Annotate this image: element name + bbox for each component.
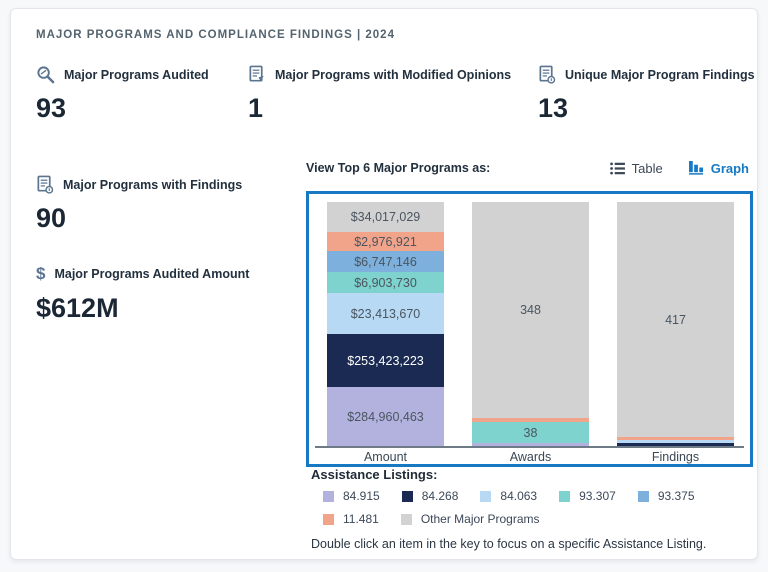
stat-value: $612M xyxy=(36,293,119,323)
legend-swatch xyxy=(480,490,492,502)
segment-value-label: $34,017,029 xyxy=(350,210,421,224)
segment-value-label: 38 xyxy=(523,425,538,440)
legend-swatch xyxy=(323,490,334,502)
page-title: Major Programs and Compliance Findings |… xyxy=(36,29,395,41)
segment-awards-84.915[interactable] xyxy=(472,443,589,446)
segment-findings-11.481[interactable] xyxy=(617,437,734,440)
stat-label: Major Programs Audited xyxy=(64,67,209,82)
legend-swatch xyxy=(400,513,412,525)
search-icon xyxy=(37,66,55,84)
segment-amount-84.268[interactable]: $253,423,223 xyxy=(327,334,444,387)
segment-awards-11.481[interactable] xyxy=(472,418,589,422)
view-toggle: Table Graph xyxy=(609,160,753,176)
segment-awards-other-major-programs[interactable]: 348 xyxy=(472,202,589,418)
bar-awards: 348 38 xyxy=(472,202,589,446)
stat-value: 1 xyxy=(248,93,264,123)
top-programs-panel: View Top 6 Major Programs as: Table xyxy=(306,157,753,467)
segment-value-label: $284,960,463 xyxy=(347,409,424,424)
legend-item-93.375[interactable]: 93.375 xyxy=(637,489,695,503)
stat-label: Major Programs with Findings xyxy=(63,177,243,192)
stat-major-programs-audited: Major Programs Audited 93 xyxy=(36,65,209,124)
list-icon xyxy=(609,161,625,175)
bar-chart-icon xyxy=(688,161,703,175)
legend-item-84.063[interactable]: 84.063 xyxy=(480,489,537,503)
stat-audited-amount: $ Major Programs Audited Amount $612M xyxy=(36,264,249,324)
legend-item-84.915[interactable]: 84.915 xyxy=(323,489,380,503)
legend-swatch xyxy=(637,490,649,502)
segment-value-label: $23,413,670 xyxy=(350,306,421,321)
legend-label: 84.268 xyxy=(421,489,459,503)
legend-label: 11.481 xyxy=(343,512,379,526)
segment-value-label: $253,423,223 xyxy=(347,353,424,368)
stat-label: Major Programs with Modified Opinions xyxy=(275,67,512,82)
segment-value-label: $6,903,730 xyxy=(354,275,417,290)
stacked-bar-chart: $34,017,029 $2,976,921 $6,747,146 $6,903,73… xyxy=(306,191,753,467)
stat-label: Major Programs Audited Amount xyxy=(54,267,250,281)
document-info-icon xyxy=(539,65,556,84)
segment-value-label: 348 xyxy=(520,303,541,317)
table-view-label: Table xyxy=(631,160,663,176)
category-labels: Amount Awards Findings xyxy=(327,450,734,464)
segment-amount-93.307[interactable]: $6,903,730 xyxy=(327,272,444,293)
document-edit-icon xyxy=(249,65,264,82)
segment-amount-11.481[interactable]: $2,976,921 xyxy=(327,232,444,251)
view-prompt: View Top 6 Major Programs as: xyxy=(306,161,491,175)
segment-awards-93.307[interactable]: 38 xyxy=(472,422,589,443)
legend-swatch xyxy=(323,513,334,525)
dashboard-card: Major Programs and Compliance Findings |… xyxy=(10,8,758,560)
segment-value-label: $6,747,146 xyxy=(354,254,417,269)
legend-items: 84.915 84.268 84.063 93.307 93.375 11.481 Othe… xyxy=(323,489,756,526)
graph-view-button[interactable]: Graph xyxy=(688,160,749,176)
legend-item-11.481[interactable]: 11.481 xyxy=(323,512,379,526)
bar-findings: 417 xyxy=(617,202,734,446)
table-view-button[interactable]: Table xyxy=(609,160,663,176)
legend-swatch xyxy=(401,490,413,502)
category-label-amount: Amount xyxy=(363,450,408,464)
segment-amount-93.375[interactable]: $6,747,146 xyxy=(327,251,444,272)
legend-item-93.307[interactable]: 93.307 xyxy=(559,489,616,503)
legend-label: 84.063 xyxy=(500,489,538,503)
bar-amount: $34,017,029 $2,976,921 $6,747,146 $6,903,73… xyxy=(327,202,444,446)
category-label-awards: Awards xyxy=(509,450,552,464)
legend-label: 93.375 xyxy=(657,489,695,503)
legend: Assistance Listings: 84.915 84.268 84.063 9… xyxy=(311,467,756,526)
legend-title: Assistance Listings: xyxy=(311,467,438,482)
document-info-icon xyxy=(37,175,54,194)
category-label-findings: Findings xyxy=(651,450,700,464)
legend-label: Other Major Programs xyxy=(420,512,540,526)
legend-swatch xyxy=(559,490,571,502)
legend-label: 93.307 xyxy=(579,489,616,503)
x-axis-line xyxy=(315,446,744,448)
segment-findings-other-major-programs[interactable]: 417 xyxy=(617,202,734,437)
segment-amount-84.063[interactable]: $23,413,670 xyxy=(327,293,444,334)
legend-item-other-major-programs[interactable]: Other Major Programs xyxy=(400,512,540,526)
legend-label: 84.915 xyxy=(343,489,380,503)
segment-amount-84.915[interactable]: $284,960,463 xyxy=(327,387,444,446)
segment-value-label: 417 xyxy=(665,312,686,327)
segment-amount-other-major-programs[interactable]: $34,017,029 xyxy=(327,202,444,232)
stat-value: 13 xyxy=(538,93,569,123)
stat-value: 90 xyxy=(36,203,67,233)
segment-value-label: $2,976,921 xyxy=(354,234,417,249)
stat-value: 93 xyxy=(36,93,67,123)
segment-findings-84.268[interactable] xyxy=(617,443,734,446)
legend-item-84.268[interactable]: 84.268 xyxy=(401,489,459,503)
segment-findings-84.063[interactable] xyxy=(617,440,734,443)
stat-programs-with-findings: Major Programs with Findings 90 xyxy=(36,175,242,234)
stat-label: Unique Major Program Findings xyxy=(565,67,755,82)
chart-bars: $34,017,029 $2,976,921 $6,747,146 $6,903,73… xyxy=(327,202,734,446)
graph-view-label: Graph xyxy=(710,160,749,176)
stat-unique-findings: Unique Major Program Findings 13 xyxy=(538,65,755,124)
stat-modified-opinions: Major Programs with Modified Opinions 1 xyxy=(248,65,511,124)
dollar-icon: $ xyxy=(36,264,46,283)
legend-note: Double click an item in the key to focus… xyxy=(311,537,707,551)
